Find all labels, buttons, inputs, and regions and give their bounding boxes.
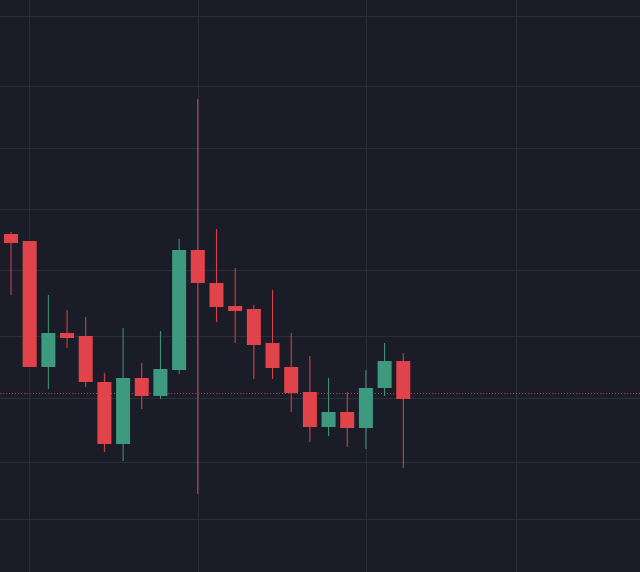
candle-body: [340, 412, 355, 428]
candle-body: [22, 241, 37, 367]
candle: [302, 356, 317, 442]
candle-body: [97, 382, 112, 444]
candle-body: [377, 361, 392, 388]
candle: [358, 370, 373, 449]
candle-body: [116, 378, 131, 444]
candle: [134, 363, 149, 409]
candle-body: [396, 361, 411, 399]
candle: [190, 99, 205, 494]
candle-body: [321, 412, 336, 427]
candle-body: [78, 336, 93, 382]
candle-body: [246, 309, 261, 345]
candle: [60, 310, 75, 348]
candle-body: [60, 333, 75, 338]
candle-body: [134, 378, 149, 396]
candle-body: [153, 369, 168, 396]
candle: [209, 229, 224, 322]
candle-body: [358, 388, 373, 428]
candle: [116, 328, 131, 461]
candle: [284, 333, 299, 412]
candle: [22, 241, 37, 367]
candle: [246, 305, 261, 379]
candle-body: [4, 234, 18, 243]
candle-body: [284, 367, 299, 393]
candle-body: [172, 250, 187, 370]
candle: [172, 239, 187, 374]
candle-body: [228, 306, 243, 311]
candle: [321, 378, 336, 436]
candle-body: [265, 343, 280, 368]
candle-body: [302, 392, 317, 427]
candle: [265, 290, 280, 379]
candle-body: [190, 250, 205, 283]
candle-body: [209, 283, 224, 307]
candle: [97, 373, 112, 452]
candle: [396, 353, 411, 468]
candle: [228, 268, 243, 343]
candle: [340, 392, 355, 447]
candle: [78, 317, 93, 387]
candle: [41, 295, 56, 389]
candle: [4, 232, 18, 295]
candle: [153, 331, 168, 399]
candle-body: [41, 333, 56, 367]
candles: [4, 99, 411, 494]
candle: [377, 343, 392, 396]
